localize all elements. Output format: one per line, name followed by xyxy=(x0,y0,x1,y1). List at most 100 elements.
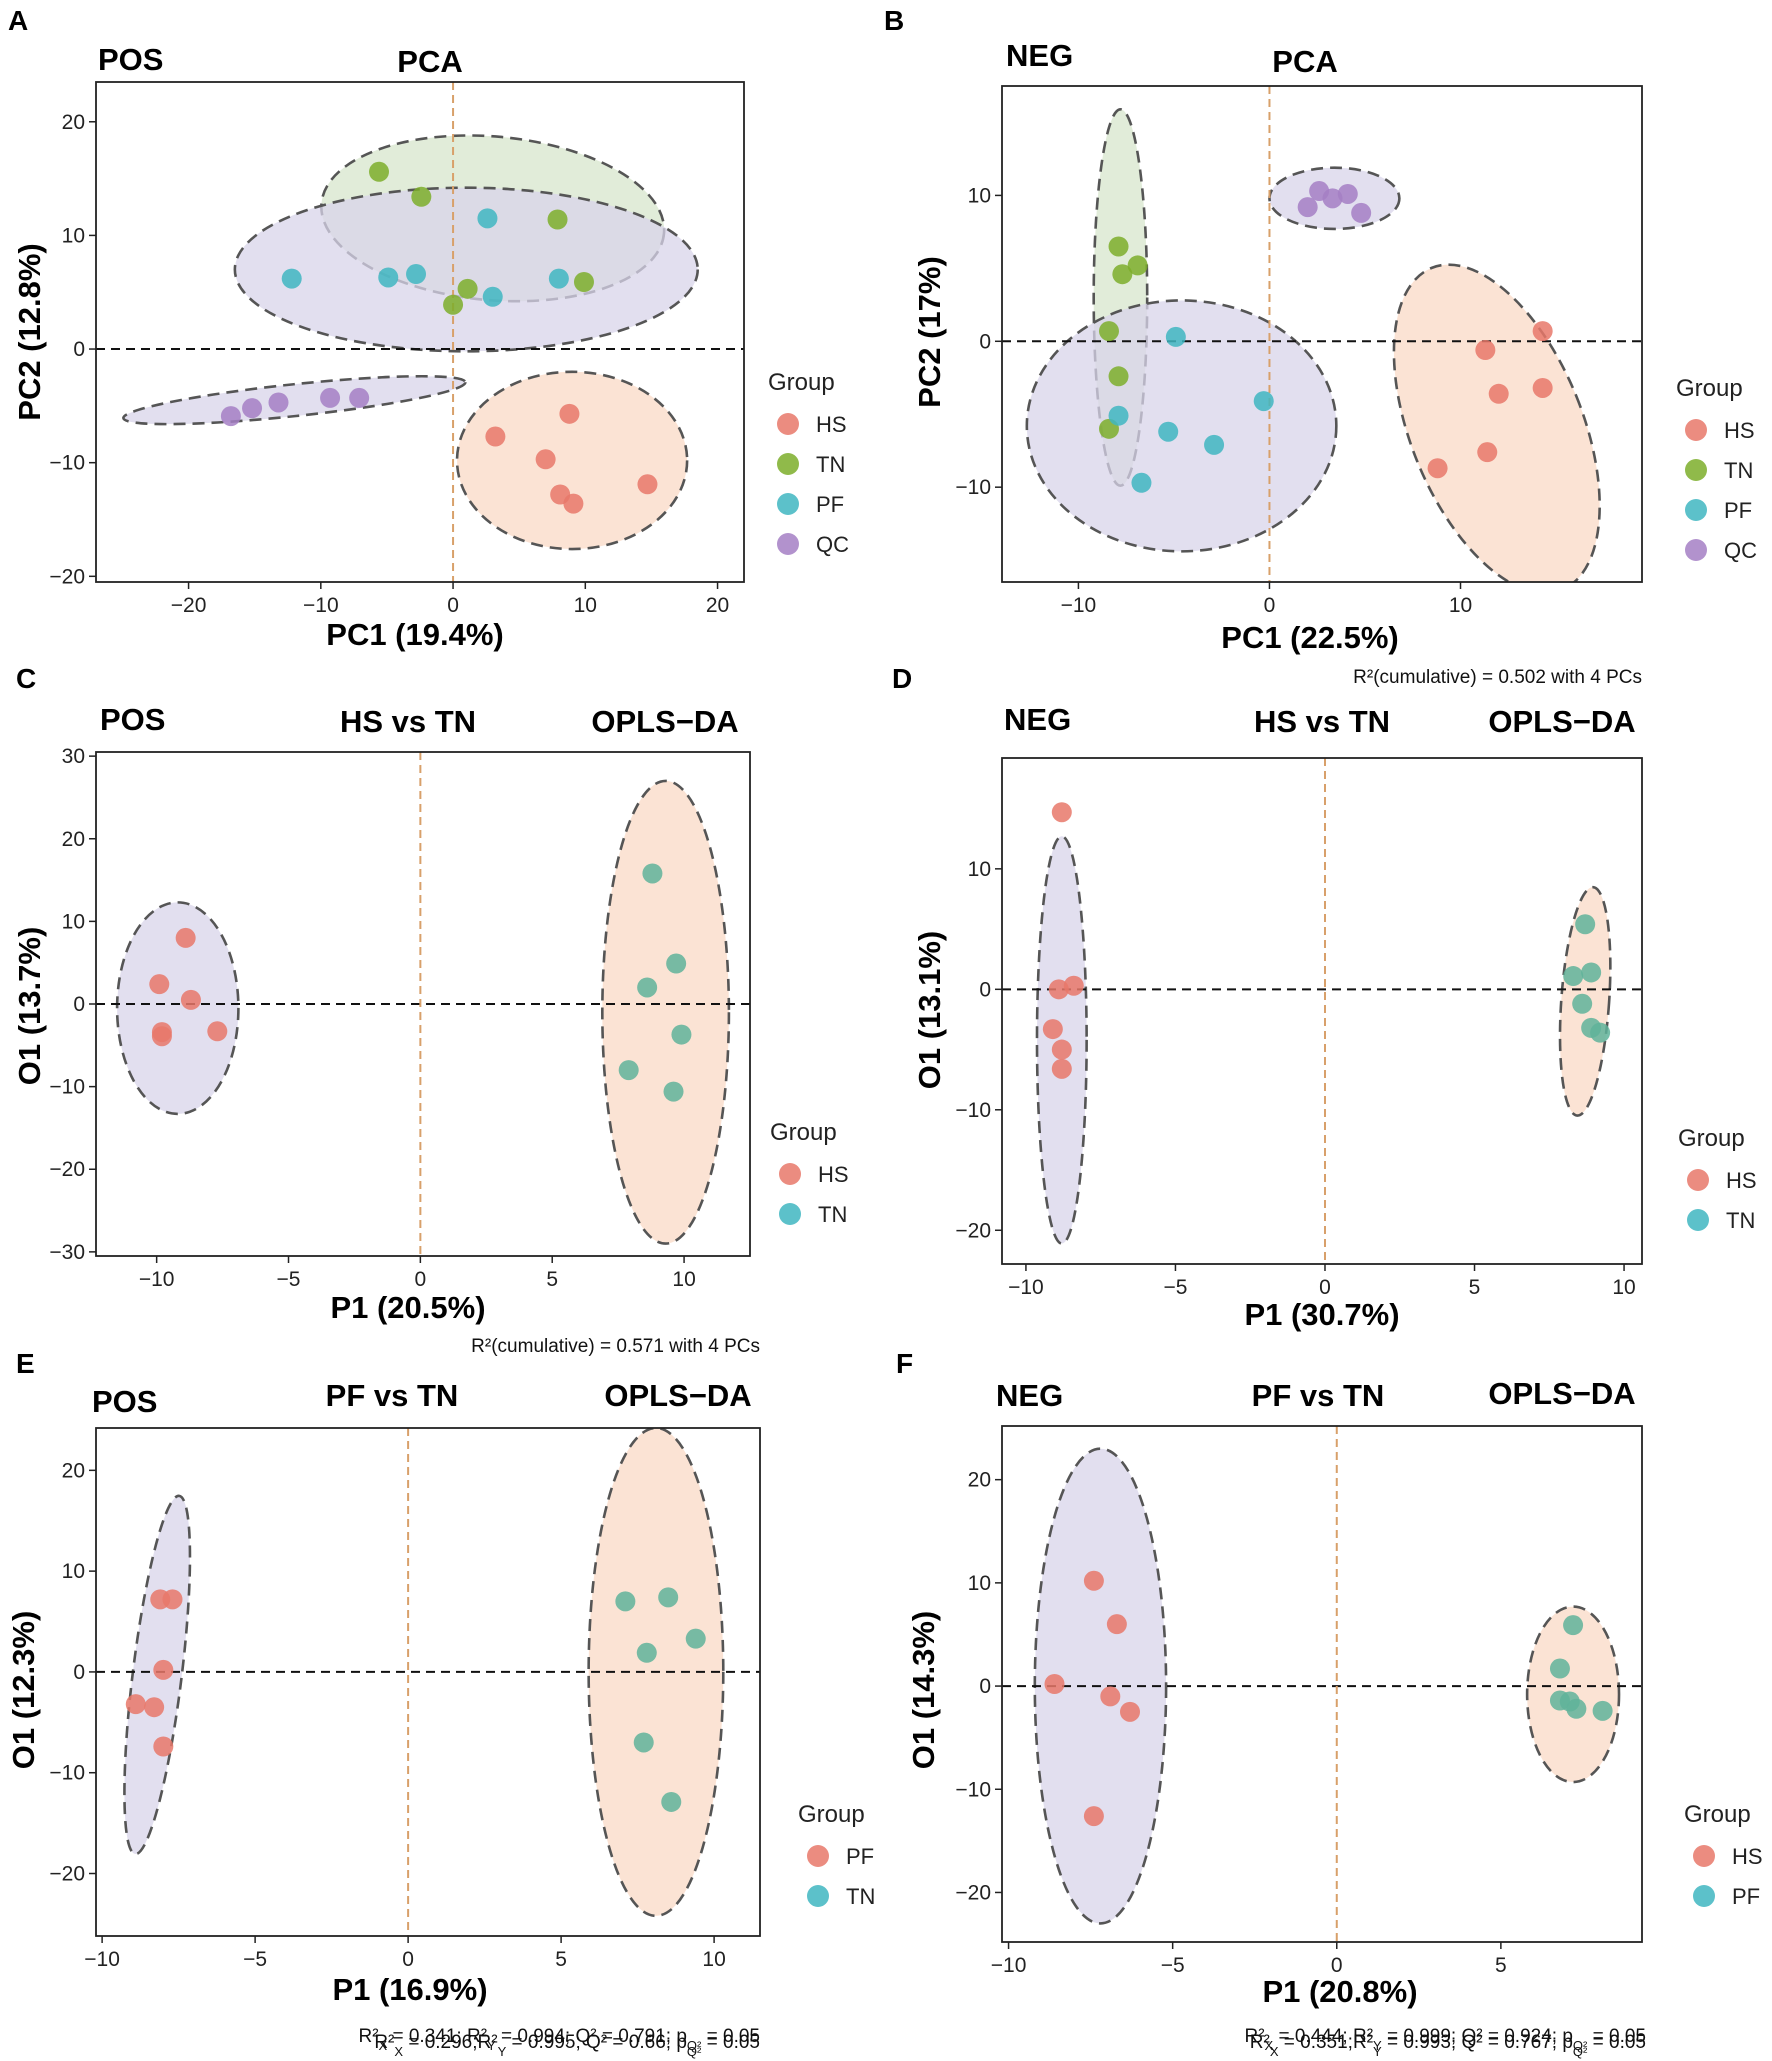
panel-letter: F xyxy=(896,1348,913,1379)
y-tick-label: −10 xyxy=(955,476,991,499)
data-point-pf xyxy=(1563,1615,1584,1636)
y-tick-label: −30 xyxy=(49,1241,85,1264)
y-tick-label: 0 xyxy=(73,993,85,1016)
x-tick-label: 5 xyxy=(1495,1954,1507,1977)
data-point-pf xyxy=(153,1736,174,1757)
data-point-tn xyxy=(1575,914,1596,935)
data-point-tn xyxy=(443,294,464,315)
data-point-pf xyxy=(378,267,399,288)
comparison-title: HS vs TN xyxy=(340,704,476,739)
data-point-hs xyxy=(485,426,506,447)
mode-label: NEG xyxy=(996,1378,1063,1413)
mode-label: POS xyxy=(100,702,165,737)
data-point-tn xyxy=(615,1591,636,1612)
legend-label-hs: HS xyxy=(1724,418,1755,443)
x-tick-label: −10 xyxy=(84,1948,120,1971)
panel-d: D −10 −5 0 5 10 −20 −10 0 10 NEG HS vs TN OPLS−DA P1 … xyxy=(892,663,1757,1332)
chart-title: OPLS−DA xyxy=(1488,1376,1635,1411)
data-point-hs xyxy=(1100,1686,1121,1707)
mode-label: POS xyxy=(92,1384,157,1419)
legend-label-tn: TN xyxy=(816,452,845,477)
legend-swatch-pf xyxy=(1685,499,1707,521)
x-tick-label: −10 xyxy=(139,1268,175,1291)
mode-label: NEG xyxy=(1004,702,1071,737)
y-axis-label: O1 (14.3%) xyxy=(906,1611,941,1770)
confidence-ellipse xyxy=(1392,263,1601,582)
data-point-hs xyxy=(180,989,201,1010)
chart-title: PCA xyxy=(1272,44,1337,79)
legend-label-pf: PF xyxy=(816,492,844,517)
y-tick-label: 0 xyxy=(979,1675,991,1698)
data-point-qc xyxy=(1351,202,1372,223)
data-point-hs xyxy=(1042,1019,1063,1040)
model-stats-e: R²X = 0.296;R²Y = 0.995; Q² = 0.66; pQ² … xyxy=(374,2032,760,2059)
data-point-qc xyxy=(268,392,289,413)
legend-label-tn: TN xyxy=(818,1202,847,1227)
data-point-hs xyxy=(1488,383,1509,404)
x-tick-label: 5 xyxy=(546,1268,558,1291)
data-point-hs xyxy=(1083,1806,1104,1827)
y-axis-label: O1 (13.7%) xyxy=(12,927,47,1086)
confidence-ellipse xyxy=(122,374,467,426)
y-tick-label: −10 xyxy=(49,452,85,475)
legend-swatch-hs xyxy=(779,1163,801,1185)
legend-title: Group xyxy=(1684,1801,1751,1828)
data-point-tn xyxy=(618,1060,639,1081)
legend-title: Group xyxy=(770,1119,837,1146)
legend-swatch-pf xyxy=(1693,1885,1715,1907)
data-point-tn xyxy=(411,186,432,207)
y-tick-label: 0 xyxy=(73,338,85,361)
data-point-pf xyxy=(1131,472,1152,493)
x-tick-label: −5 xyxy=(1163,1276,1187,1299)
legend-label-tn: TN xyxy=(1724,458,1753,483)
y-tick-label: −10 xyxy=(49,1076,85,1099)
legend-label-tn: TN xyxy=(1726,1208,1755,1233)
legend-swatch-qc xyxy=(1685,539,1707,561)
data-point-pf xyxy=(482,286,503,307)
data-point-tn xyxy=(636,1642,657,1663)
data-point-hs xyxy=(563,493,584,514)
panel-letter: E xyxy=(16,1348,35,1379)
data-point-tn xyxy=(642,863,663,884)
x-axis-label: PC1 (22.5%) xyxy=(1221,620,1398,655)
legend-title: Group xyxy=(768,369,835,396)
data-point-tn xyxy=(1581,962,1602,983)
x-axis-label: P1 (30.7%) xyxy=(1244,1297,1399,1332)
data-point-hs xyxy=(637,474,658,495)
data-point-hs xyxy=(1477,442,1498,463)
data-point-tn xyxy=(547,209,568,230)
data-point-qc xyxy=(220,406,241,427)
x-tick-label: −10 xyxy=(303,594,339,617)
x-tick-label: 0 xyxy=(1331,1954,1343,1977)
data-point-hs xyxy=(1051,802,1072,823)
x-axis-label: PC1 (19.4%) xyxy=(326,617,503,652)
x-tick-label: 10 xyxy=(672,1268,695,1291)
data-point-qc xyxy=(1337,183,1358,204)
data-point-tn xyxy=(1108,366,1129,387)
data-point-pf xyxy=(1204,434,1225,455)
data-point-tn xyxy=(685,1628,706,1649)
model-stats: R²(cumulative) = 0.571 with 4 PCs xyxy=(471,1336,760,1357)
data-point-qc xyxy=(349,387,370,408)
plot-area xyxy=(96,752,750,1256)
panel-letter: A xyxy=(8,5,28,36)
confidence-ellipse xyxy=(115,901,240,1116)
data-point-tn xyxy=(671,1024,692,1045)
data-point-tn xyxy=(661,1791,682,1812)
legend-label-tn: TN xyxy=(846,1884,875,1909)
data-point-tn xyxy=(573,272,594,292)
y-tick-label: 0 xyxy=(979,330,991,353)
data-point-hs xyxy=(175,927,196,948)
confidence-ellipse xyxy=(455,370,689,551)
x-tick-label: −20 xyxy=(171,594,207,617)
x-tick-label: 10 xyxy=(574,594,597,617)
chart-title: OPLS−DA xyxy=(604,1378,751,1413)
legend-title: Group xyxy=(1678,1125,1745,1152)
legend-swatch-tn xyxy=(779,1203,801,1225)
data-point-hs xyxy=(1475,340,1496,361)
data-point-pf xyxy=(548,268,569,289)
y-tick-label: −20 xyxy=(49,1158,85,1181)
data-point-pf xyxy=(1108,405,1129,426)
data-point-tn xyxy=(1112,264,1133,285)
x-tick-label: 0 xyxy=(447,594,459,617)
